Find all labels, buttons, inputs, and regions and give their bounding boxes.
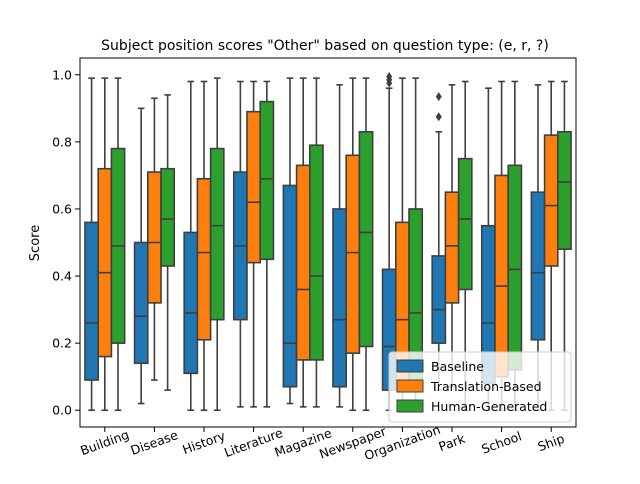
iqr-box	[557, 131, 572, 251]
iqr-box	[358, 131, 374, 348]
iqr-box	[345, 154, 361, 354]
box-human-generated-magazine	[309, 77, 324, 408]
iqr-box	[295, 164, 311, 361]
box-baseline-disease	[133, 107, 149, 405]
y-tick-label: 0.2	[52, 336, 72, 351]
iqr-box	[494, 174, 510, 378]
box-baseline-magazine	[282, 77, 298, 405]
y-tick-label: 0.4	[52, 269, 72, 284]
legend-entry: Human-Generated	[431, 399, 547, 414]
iqr-box	[183, 231, 199, 375]
legend-frame	[388, 351, 572, 423]
iqr-box	[332, 208, 347, 388]
chart-title: Subject position scores "Other" based on…	[101, 38, 549, 54]
box-human-generated-newspaper	[358, 77, 374, 412]
iqr-box	[133, 241, 149, 365]
iqr-box	[530, 191, 546, 341]
box-human-generated-park	[457, 80, 473, 412]
iqr-box	[282, 184, 298, 388]
outlier-point	[386, 71, 393, 81]
iqr-box	[543, 134, 559, 267]
iqr-box	[160, 167, 176, 267]
box-translation-based-history	[196, 80, 212, 412]
y-tick-label: 1.0	[52, 67, 72, 82]
iqr-box	[309, 144, 324, 361]
iqr-box	[196, 177, 212, 341]
y-tick-label: 0.8	[52, 134, 72, 149]
legend-entry: Baseline	[431, 359, 484, 374]
outlier-point	[435, 112, 442, 122]
iqr-box	[146, 171, 162, 304]
iqr-box	[246, 110, 262, 264]
box-human-generated-literature	[259, 80, 275, 408]
box-human-generated-building	[110, 77, 126, 412]
iqr-box	[209, 147, 225, 321]
y-tick-label: 0.6	[52, 201, 72, 216]
outlier-point	[435, 92, 442, 102]
legend: Baseline Translation-Based Human-Generated	[388, 351, 572, 423]
iqr-box	[444, 191, 460, 304]
box-human-generated-disease	[160, 94, 176, 391]
legend-swatch	[396, 359, 424, 373]
iqr-box	[259, 100, 275, 261]
iqr-box	[84, 221, 99, 381]
box-baseline-literature	[232, 80, 248, 408]
legend-swatch	[396, 379, 424, 393]
axes-frame	[79, 57, 577, 428]
legend-swatch	[396, 399, 424, 413]
y-axis-label: Score	[28, 225, 43, 261]
box-human-generated-history	[209, 77, 225, 412]
iqr-box	[97, 167, 113, 358]
iqr-box	[457, 157, 473, 291]
iqr-box	[507, 164, 523, 371]
iqr-box	[431, 255, 447, 344]
legend-entry: Translation-Based	[430, 379, 542, 394]
y-tick-label: 0.0	[52, 403, 72, 418]
